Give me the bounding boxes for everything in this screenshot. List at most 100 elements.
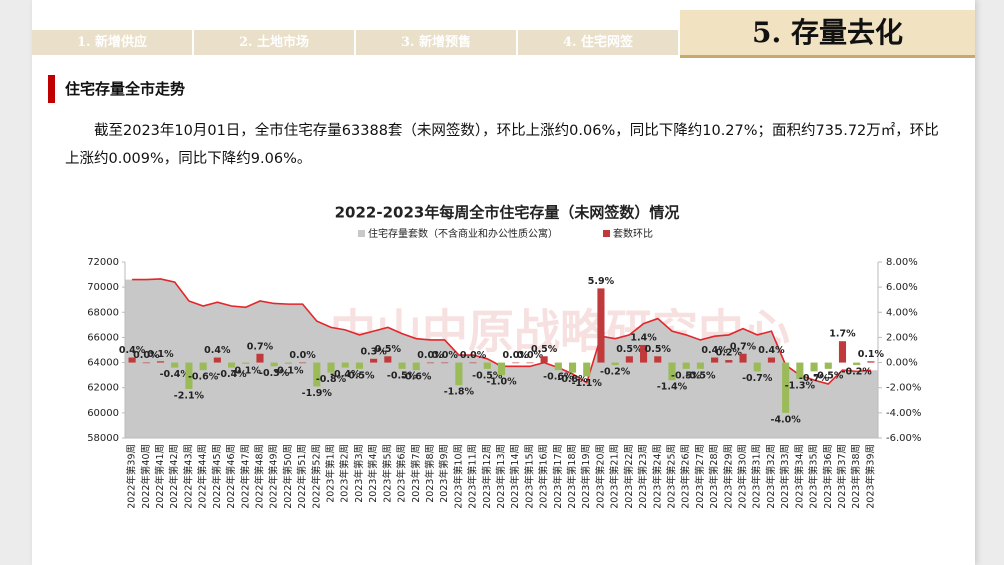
data-label: 0.0%	[517, 350, 544, 361]
data-label: -4.0%	[771, 414, 802, 425]
bar	[838, 341, 847, 363]
data-label: -0.7%	[742, 373, 773, 384]
tab[interactable]: 3. 新增预售	[356, 30, 516, 55]
bar	[256, 353, 264, 363]
data-label: 1.7%	[829, 329, 856, 340]
bar	[696, 362, 704, 369]
paragraph: 截至2023年10月01日，全市住宅存量63388套（未网签数），环比上涨约0.…	[65, 123, 939, 167]
legend-label: 住宅存量套数（不含商业和办公性质公寓）	[368, 227, 558, 240]
data-label: 0.5%	[531, 344, 558, 355]
bar	[483, 362, 491, 369]
x-tick-label: 2023年第29周	[722, 444, 734, 509]
x-tick-label: 2022年第48周	[253, 444, 265, 509]
data-label: -0.5%	[671, 370, 702, 381]
legend-label: 套数环比	[613, 227, 653, 240]
x-tick-label: 2023年第10周	[452, 444, 464, 509]
data-label: 0.2%	[716, 348, 743, 359]
data-label: -0.2%	[842, 367, 873, 378]
bar	[412, 362, 420, 371]
x-tick-label: 2023年第37周	[836, 444, 848, 509]
x-tick-label: 2022年第46周	[225, 444, 237, 509]
bar	[512, 362, 520, 364]
data-label: -0.2%	[600, 367, 631, 378]
x-tick-label: 2023年第19周	[580, 444, 592, 509]
bar	[441, 362, 449, 364]
data-label: 0.3%	[360, 346, 387, 357]
x-tick-label: 2023年第3周	[353, 444, 365, 503]
data-label: -0.6%	[401, 372, 432, 383]
y-tick-label: 60000	[87, 408, 119, 419]
data-label: 0.1%	[858, 349, 885, 360]
x-tick-label: 2023年第38周	[850, 444, 862, 509]
bar	[384, 356, 392, 363]
y-tick-label: 58000	[87, 433, 119, 444]
y2-tick-label: 8.00%	[886, 257, 918, 268]
chart-title: 2022-2023年每周全市住宅存量（未网签数）情况	[335, 204, 680, 222]
y2-tick-label: -2.00%	[886, 383, 921, 394]
y-tick-label: 72000	[87, 257, 119, 268]
data-label: 0.0%	[460, 350, 487, 361]
x-tick-label: 2022年第41周	[154, 444, 166, 509]
y2-tick-label: -4.00%	[886, 408, 921, 419]
data-label: 0.5%	[375, 344, 402, 355]
bar	[270, 362, 278, 367]
bar	[284, 362, 292, 364]
x-tick-label: 2023年第22周	[623, 444, 635, 509]
data-label: 5.9%	[588, 276, 615, 287]
x-tick-label: 2023年第15周	[523, 444, 535, 509]
bar	[540, 356, 548, 363]
bar	[299, 362, 307, 364]
data-label: 0.0%	[503, 350, 530, 361]
data-label: -1.0%	[486, 377, 517, 388]
data-label: -0.5%	[344, 370, 375, 381]
x-tick-label: 2022年第42周	[168, 444, 180, 509]
bar	[398, 362, 406, 369]
data-label: -0.4%	[160, 369, 191, 380]
tab[interactable]: 1. 新增供应	[32, 30, 192, 55]
bar	[810, 362, 818, 372]
x-tick-label: 2023年第33周	[779, 444, 791, 509]
x-tick-label: 2023年第17周	[552, 444, 564, 509]
current-tab[interactable]: 5. 存量去化	[680, 10, 975, 58]
bar	[171, 362, 179, 368]
data-label: 0.5%	[616, 344, 643, 355]
data-label: 0.0%	[133, 350, 160, 361]
data-label: -0.5%	[813, 370, 844, 381]
y-tick-label: 70000	[87, 282, 119, 293]
x-tick-label: 2023年第1周	[325, 444, 337, 503]
x-tick-label: 2022年第49周	[268, 444, 280, 509]
data-label: -0.7%	[799, 373, 830, 384]
bar	[142, 362, 150, 364]
legend-swatch	[358, 230, 365, 237]
bar	[753, 362, 761, 372]
bar	[313, 362, 321, 387]
x-tick-label: 2022年第51周	[296, 444, 308, 509]
y-tick-label: 66000	[87, 332, 119, 343]
tab[interactable]: 4. 住宅网签	[518, 30, 678, 55]
bar	[597, 288, 605, 363]
bar	[739, 353, 747, 363]
bar	[228, 362, 236, 368]
bar	[455, 362, 463, 386]
data-label: -1.8%	[444, 387, 475, 398]
x-tick-label: 2023年第13周	[495, 444, 507, 509]
data-label: 0.7%	[247, 341, 274, 352]
x-tick-label: 2023年第28周	[708, 444, 720, 509]
bar	[782, 362, 790, 413]
tab[interactable]: 2. 土地市场	[194, 30, 354, 55]
data-label: 0.4%	[701, 345, 728, 356]
data-label: -0.8%	[557, 374, 588, 385]
bar	[853, 362, 861, 366]
bar	[469, 362, 477, 364]
x-tick-label: 2023年第16周	[538, 444, 550, 509]
bar	[824, 362, 832, 369]
bar	[341, 362, 349, 368]
x-tick-label: 2023年第7周	[410, 444, 422, 503]
bar	[185, 362, 193, 389]
bar	[625, 356, 633, 363]
bar	[568, 362, 577, 373]
x-tick-label: 2023年第32周	[765, 444, 777, 509]
data-label: -0.4%	[330, 369, 361, 380]
data-label: -1.3%	[785, 380, 816, 391]
